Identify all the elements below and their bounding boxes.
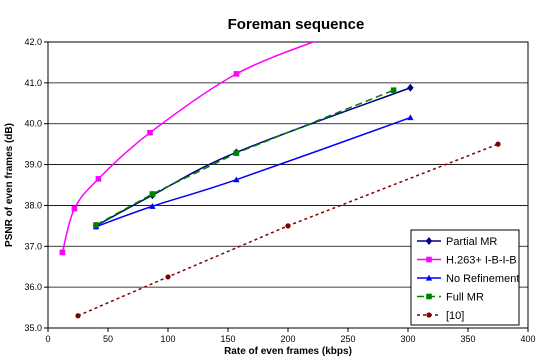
legend-marker <box>426 312 432 318</box>
data-point <box>233 150 240 156</box>
x-tick-label: 400 <box>520 334 535 344</box>
x-tick-label: 350 <box>460 334 475 344</box>
y-tick-label: 40.0 <box>24 119 42 129</box>
x-tick-label: 0 <box>45 334 50 344</box>
x-tick-label: 150 <box>220 334 235 344</box>
series-line <box>95 89 394 226</box>
y-tick-label: 42.0 <box>24 37 42 47</box>
y-tick-label: 37.0 <box>24 241 42 251</box>
series <box>93 87 397 228</box>
data-point <box>59 249 66 256</box>
data-point <box>147 129 153 136</box>
y-tick-label: 36.0 <box>24 282 42 292</box>
series <box>59 42 316 256</box>
legend-label: Full MR <box>446 292 484 304</box>
legend-marker <box>426 293 432 300</box>
x-tick-label: 100 <box>160 334 175 344</box>
data-point <box>285 223 291 229</box>
legend-item: [10] <box>417 310 464 322</box>
y-tick-label: 38.0 <box>24 200 42 210</box>
data-point <box>149 191 156 197</box>
series-layer <box>59 42 501 319</box>
data-point <box>233 176 240 183</box>
data-point <box>95 176 102 182</box>
y-tick-label: 41.0 <box>24 78 42 88</box>
x-tick-label: 50 <box>103 334 113 344</box>
data-point <box>165 274 171 280</box>
legend-marker <box>425 274 433 281</box>
data-point <box>407 114 414 121</box>
legend-item: No Refinement <box>417 273 519 285</box>
legend-label: Partial MR <box>446 236 497 248</box>
legend-label: H.263+ I-B-I-B <box>446 255 517 267</box>
data-point <box>71 205 78 212</box>
legend-marker <box>426 256 432 263</box>
legend-label: [10] <box>446 310 464 322</box>
data-point <box>75 313 81 319</box>
data-point <box>149 203 156 209</box>
legend-item: Partial MR <box>417 236 497 248</box>
x-axis-label: Rate of even frames (kbps) <box>224 346 352 357</box>
y-tick-label: 35.0 <box>24 323 42 333</box>
x-tick-label: 200 <box>280 334 295 344</box>
series-line <box>95 116 411 228</box>
data-point <box>93 222 99 228</box>
legend-marker <box>425 237 433 245</box>
axis-ticks: 0 50 100 150 200 250 300 350 400 35.0 36.0 37.0 38.0… <box>24 37 535 344</box>
x-tick-label: 250 <box>340 334 355 344</box>
data-point <box>390 87 397 94</box>
legend: Partial MR H.263+ I-B-I-B No Refinement Ful… <box>410 229 520 326</box>
data-point <box>407 83 414 92</box>
legend-item: Full MR <box>417 292 484 304</box>
data-point <box>495 141 501 147</box>
chart-title: Foreman sequence <box>228 16 365 33</box>
legend-label: No Refinement <box>446 273 519 285</box>
data-point <box>233 71 240 77</box>
y-tick-label: 39.0 <box>24 160 42 170</box>
series-line <box>77 143 499 317</box>
legend-item: H.263+ I-B-I-B <box>417 255 517 267</box>
series <box>75 141 501 319</box>
x-tick-label: 300 <box>400 334 415 344</box>
y-axis-label: PSNR of even frames (dB) <box>4 123 15 247</box>
